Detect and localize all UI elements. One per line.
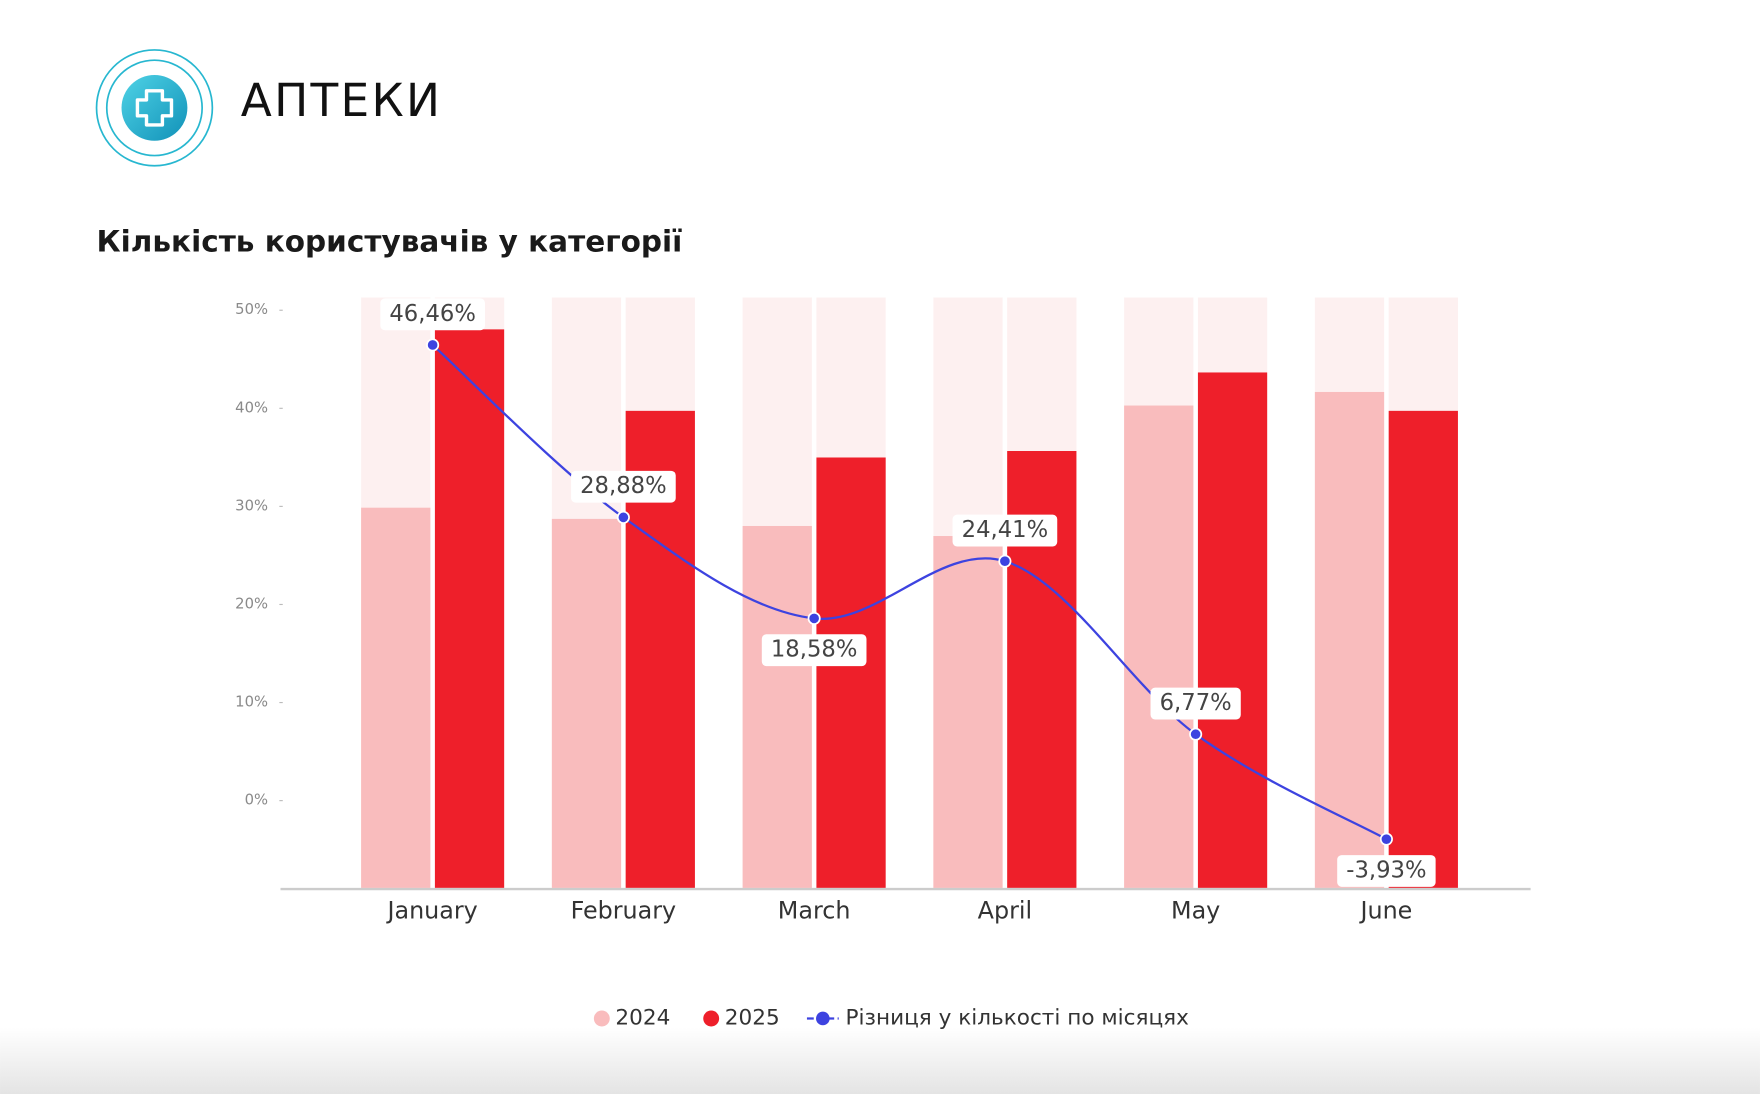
brand-title: АПТЕКИ xyxy=(241,74,442,127)
x-tick-label: January xyxy=(385,896,477,924)
value-label: 28,88% xyxy=(571,470,676,503)
bar xyxy=(1388,410,1458,888)
line-point xyxy=(807,611,821,625)
value-label: 24,41% xyxy=(952,514,1058,547)
bar xyxy=(551,518,622,888)
bar xyxy=(816,457,886,888)
value-label-text: -3,93% xyxy=(1346,857,1426,883)
bar xyxy=(742,525,812,888)
value-label-text: 28,88% xyxy=(580,473,667,499)
value-label: 6,77% xyxy=(1150,687,1241,720)
value-label-text: 18,58% xyxy=(771,637,858,663)
x-tick-label: April xyxy=(978,896,1032,924)
line-point xyxy=(426,338,440,352)
line-point xyxy=(1379,832,1393,846)
legend-marker xyxy=(593,1010,610,1027)
legend-label: 2025 xyxy=(725,1005,780,1030)
value-label: 46,46% xyxy=(380,298,485,331)
y-tick-label: 0% xyxy=(245,792,268,809)
line-point xyxy=(998,554,1012,568)
bar xyxy=(1314,391,1385,888)
bar xyxy=(434,329,505,888)
legend-marker xyxy=(703,1010,720,1027)
legend-marker xyxy=(816,1011,830,1026)
value-label-text: 24,41% xyxy=(962,517,1049,543)
x-tick-label: March xyxy=(778,896,851,924)
line-point xyxy=(1189,727,1203,741)
logo xyxy=(95,49,214,167)
value-label-text: 6,77% xyxy=(1160,690,1232,716)
value-label-box xyxy=(761,634,867,667)
y-tick-label: 50% xyxy=(235,301,268,318)
y-tick-label: 30% xyxy=(235,497,268,514)
y-tick-label: 10% xyxy=(235,694,268,711)
chart-title: Кількість користувачів у категорії xyxy=(97,224,683,258)
value-label-box xyxy=(952,514,1058,547)
x-tick-label: May xyxy=(1171,896,1220,924)
bottom-shadow xyxy=(0,1027,1760,1094)
y-tick-label: 40% xyxy=(235,399,268,416)
value-label-box xyxy=(380,298,485,331)
value-label: -3,93% xyxy=(1337,855,1436,887)
value-label-box xyxy=(571,470,676,503)
x-tick-label: February xyxy=(571,896,677,924)
bar xyxy=(1197,372,1268,888)
value-label-box xyxy=(1337,855,1436,887)
x-tick-label: June xyxy=(1358,896,1412,924)
value-label-text: 46,46% xyxy=(389,301,476,327)
bar xyxy=(1124,405,1194,888)
legend-label: Різниця у кількості по місяцях xyxy=(846,1005,1190,1030)
value-label: 18,58% xyxy=(761,634,867,667)
value-label-box xyxy=(1150,687,1241,720)
legend-label: 2024 xyxy=(615,1005,670,1030)
line-point xyxy=(616,510,630,524)
bar xyxy=(361,507,431,888)
bar xyxy=(933,536,1003,888)
y-tick-label: 20% xyxy=(235,595,268,612)
